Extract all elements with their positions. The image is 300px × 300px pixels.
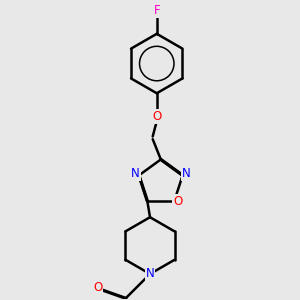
Text: O: O — [93, 281, 103, 294]
Text: N: N — [131, 167, 140, 181]
Text: O: O — [152, 110, 161, 123]
Text: F: F — [153, 4, 160, 17]
Text: N: N — [146, 268, 154, 281]
Text: N: N — [182, 167, 190, 181]
Text: O: O — [173, 194, 182, 208]
